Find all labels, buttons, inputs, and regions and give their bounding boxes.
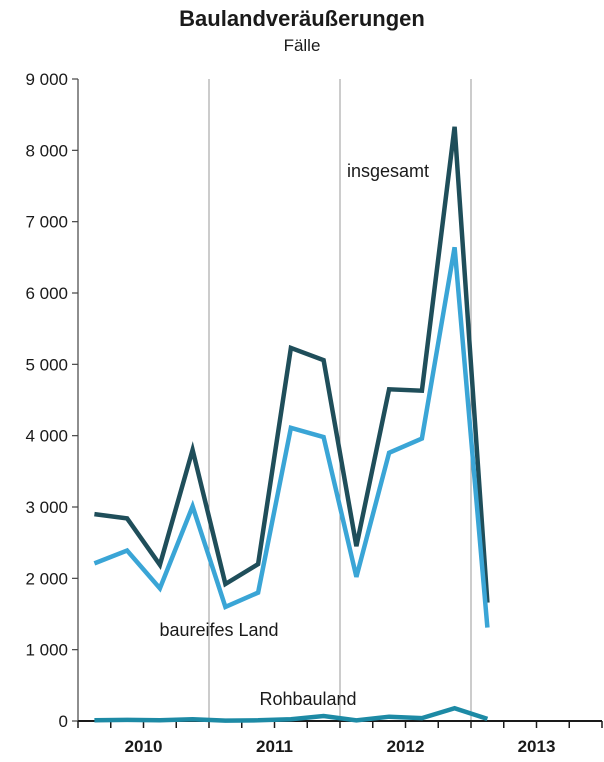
x-axis: 2010 2011 2012 2013 [77,720,603,756]
y-tick-label: 8 000 [25,141,68,160]
series-labels: insgesamt baureifes Land Rohbauland [159,161,429,709]
y-tick-label: 9 000 [25,70,68,89]
series-line-baureifes-land [93,246,490,628]
y-tick-label: 7 000 [25,213,68,232]
series-label-baureifes-land: baureifes Land [159,620,278,640]
x-year-label: 2010 [125,737,163,756]
y-tick-label: 1 000 [25,641,68,660]
series-line-insgesamt [94,126,490,603]
y-tick-label: 6 000 [25,284,68,303]
y-tick-label: 5 000 [25,355,68,374]
series-line-rohbauland [94,705,489,723]
x-year-label: 2013 [518,737,556,756]
y-tick-label: 2 000 [25,569,68,588]
y-axis: 0 1 000 2 000 3 000 4 000 5 000 6 000 7 000 8 00… [25,70,79,731]
y-tick-label: 0 [59,712,68,731]
chart-subtitle: Fälle [283,36,321,55]
series-lines [93,126,490,723]
y-tick-label: 3 000 [25,498,68,517]
chart-title: Baulandveräußerungen [179,6,425,31]
series-label-rohbauland: Rohbauland [259,689,356,709]
x-year-label: 2012 [387,737,425,756]
vertical-grid-lines [208,79,472,721]
series-label-insgesamt: insgesamt [347,161,429,181]
x-year-label: 2011 [256,737,293,756]
y-tick-label: 4 000 [25,427,68,446]
